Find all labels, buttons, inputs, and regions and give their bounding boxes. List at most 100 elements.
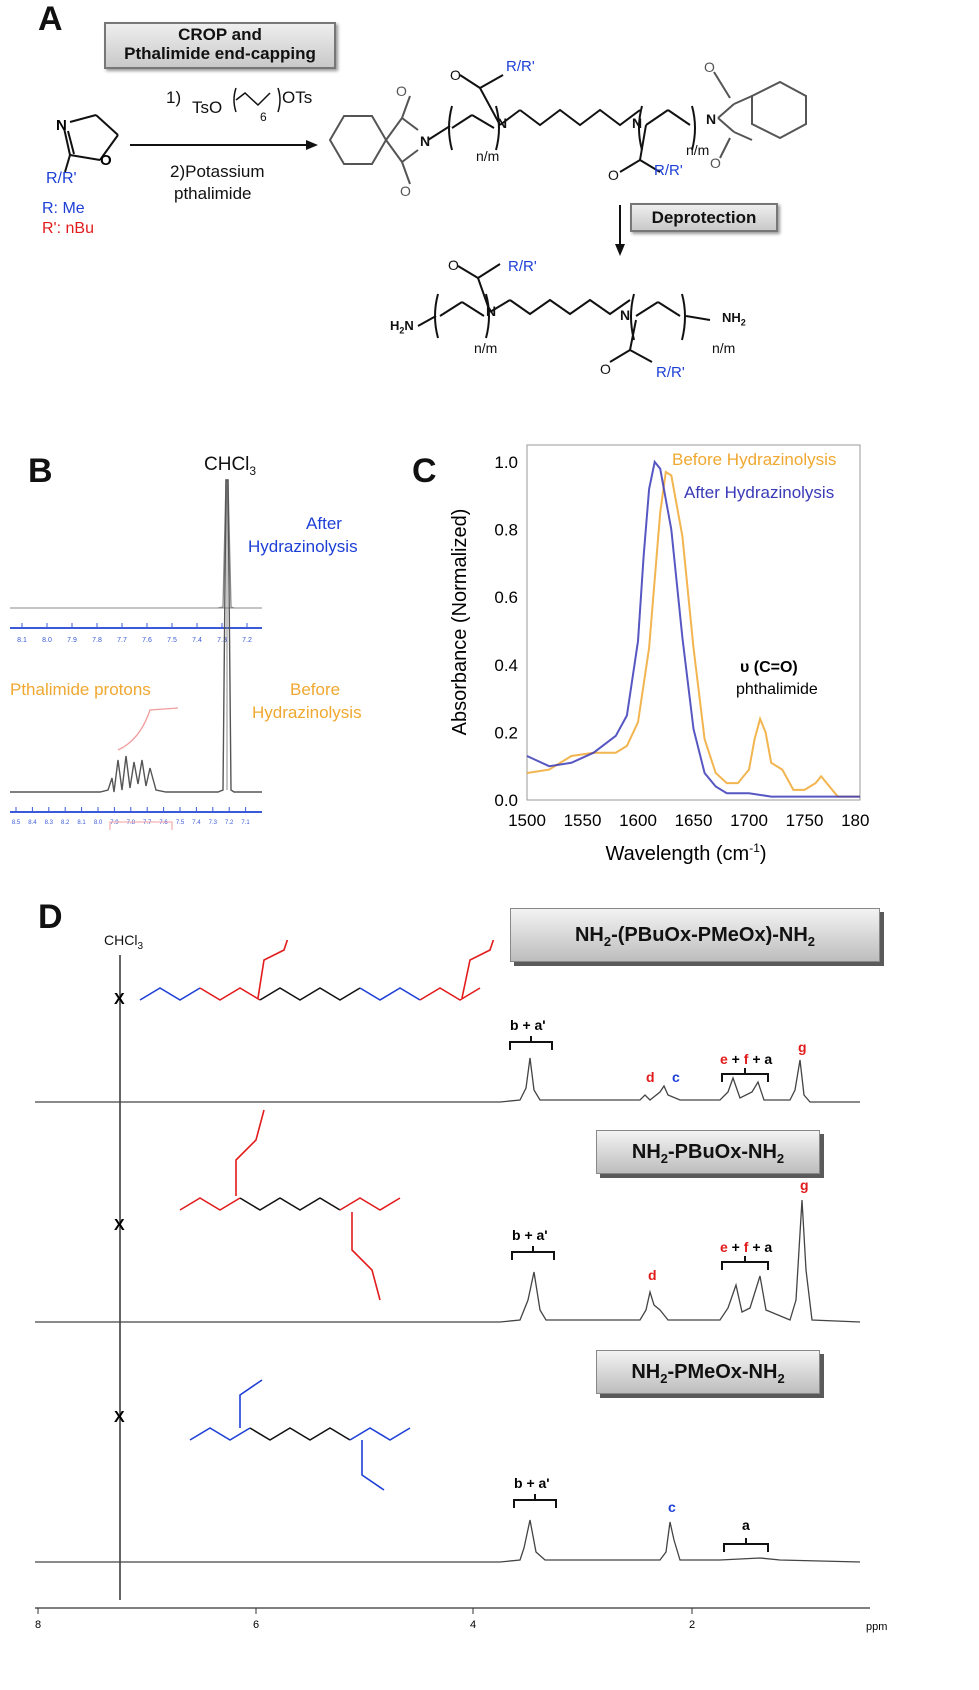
monomer-r-label-text: R/R' [46, 170, 77, 187]
bottom-nm-right: n/m [712, 340, 736, 356]
y-tick-label: 0.0 [494, 791, 518, 810]
x-tick-label: 1550 [564, 811, 602, 830]
annotation-line1: υ (C=O) [740, 659, 798, 676]
monomer-structure [63, 114, 119, 173]
svg-text:O: O [608, 167, 619, 183]
peak-ba-3: b + a' [514, 1475, 550, 1491]
panel-a-letter: A [38, 0, 63, 38]
monomer-n: N [56, 117, 67, 134]
x-mark-2: X [114, 1217, 125, 1234]
b-bottom-tick-label: 7.4 [192, 820, 201, 826]
b-top-tick-label: 7.7 [117, 637, 127, 644]
rprime-definition: R': nBu [42, 220, 94, 237]
step2-line1: 2)Potassium [170, 162, 265, 181]
b-bottom-tick-label: 7.3 [209, 820, 218, 826]
h2n-left: H2N [390, 318, 414, 336]
x-tick-label: 1650 [675, 811, 713, 830]
b-bottom-tick-label: 8.1 [77, 820, 86, 826]
b-bottom-tick-label: 8.0 [94, 820, 103, 826]
y-tick-label: 0.6 [494, 588, 518, 607]
nmr-spectra: X X X b + a' d c e + f + a g b + a' d e … [35, 940, 887, 1633]
svg-text:N: N [706, 111, 716, 127]
nh2-right: NH2 [722, 310, 746, 328]
b-top-tick-label: 7.3 [217, 637, 227, 644]
panel-b-chcl3-sub: 3 [249, 463, 257, 478]
d-tick-label: 2 [689, 1619, 695, 1631]
step1-number: 1) [166, 88, 182, 107]
h2n-text: H [390, 318, 400, 333]
spectrum-1 [35, 1057, 860, 1103]
b-bottom-tick-label: 7.6 [159, 820, 168, 826]
svg-text:O: O [448, 257, 459, 273]
pthalimide-protons-label: Pthalimide protons [10, 680, 151, 699]
x-tick-label: 1500 [508, 811, 546, 830]
label-pbuox: NH2-PBuOx-NH2 [596, 1130, 820, 1174]
panel-d-chcl3-text: CHCl [104, 932, 138, 948]
absorbance-chart: 0.00.20.40.60.81.0 1500 1550 1600 1650 1700 1… [449, 444, 870, 865]
legend-after: After Hydrazinolysis [684, 483, 834, 502]
label-pmeox: NH2-PMeOx-NH2 [596, 1350, 820, 1394]
panel-b-letter: B [28, 452, 53, 490]
after-label-line2: Hydrazinolysis [248, 537, 358, 556]
svg-text:N: N [620, 307, 630, 323]
svg-text:O: O [710, 155, 721, 171]
peak-d-1: d [646, 1069, 655, 1085]
y-axis-ticks: 0.0 0.2 0.4 0.6 0.8 1.0 [494, 453, 518, 810]
panel-b-bottom-ticks: 8.5 8.4 8.3 8.2 8.1 8.0 7.9 7.8 7.7 7.6 7.5 7.4 7.3 7… [12, 807, 250, 826]
svg-text:O: O [704, 59, 715, 75]
panel-d-chcl3: CHCl3 [104, 932, 143, 952]
deprotection-label: Deprotection [651, 208, 757, 227]
crop-box: CROP and Pthalimide end-capping [104, 22, 336, 69]
svg-text:N: N [486, 303, 496, 319]
b-bottom-tick-label: 7.8 [127, 820, 136, 826]
b-top-tick-label: 7.8 [92, 637, 102, 644]
before-label-line2: Hydrazinolysis [252, 703, 362, 722]
phthalimide-right [713, 71, 807, 159]
nh2-text: NH [722, 310, 741, 325]
polymer-backbone-top [427, 74, 696, 173]
panel-b-chcl3-text: CHCl [204, 454, 250, 475]
d-tick-label: 8 [35, 1619, 41, 1631]
peak-g-2: g [800, 1177, 809, 1193]
svg-text:N: N [420, 133, 430, 149]
b-bottom-tick-label: 7.9 [110, 820, 119, 826]
deprotection-box: Deprotection [630, 203, 778, 232]
bottom-nm-left: n/m [474, 340, 498, 356]
peak-efa-2: e + f + a [720, 1239, 772, 1255]
x-tick-label: 1700 [730, 811, 768, 830]
panel-b-top-ticks: 8.1 8.0 7.9 7.8 7.7 7.6 7.5 7.4 7.3 7.2 [17, 623, 252, 644]
series-after-line [526, 459, 860, 798]
polymer-backbone-bottom [417, 263, 711, 363]
structure-pbuox [179, 1109, 401, 1301]
peak-a-3: a [742, 1517, 750, 1533]
b-bottom-tick-label: 7.7 [143, 820, 152, 826]
structure-copolymer [139, 940, 495, 1001]
x-tick-label: 1800 [841, 811, 870, 830]
peak-ba-2: b + a' [512, 1227, 548, 1243]
crop-box-line2: Pthalimide end-capping [124, 44, 316, 63]
top-nm-right: n/m [686, 142, 710, 158]
peak-ba-1: b + a' [510, 1017, 546, 1033]
step1-reagent-left: TsO [192, 98, 223, 117]
d-tick-label: 4 [470, 1619, 476, 1631]
x-mark-1: X [114, 991, 125, 1008]
peak-efa-1: e + f + a [720, 1051, 772, 1067]
svg-text:O: O [600, 361, 611, 377]
svg-text:N: N [632, 115, 642, 131]
step1-reagent-right: OTs [282, 88, 313, 107]
panel-d-chcl3-sub: 3 [137, 940, 144, 952]
svg-text:O: O [450, 67, 461, 83]
annotation-line2: phthalimide [736, 681, 818, 698]
ppm-label: ppm [866, 1621, 887, 1633]
x-mark-3: X [114, 1409, 125, 1426]
peak-d-2: d [648, 1267, 657, 1283]
step1-reagent-sub: 6 [260, 110, 267, 124]
svg-text:N: N [497, 115, 507, 131]
r-definition: R: Me [42, 200, 85, 217]
y-tick-label: 0.8 [494, 521, 518, 540]
x-tick-label: 1600 [619, 811, 657, 830]
monomer-r-label: R/R' [46, 170, 77, 188]
b-top-tick-label: 7.9 [67, 637, 77, 644]
step2-line2: pthalimide [174, 184, 252, 203]
legend-before: Before Hydrazinolysis [672, 450, 836, 469]
